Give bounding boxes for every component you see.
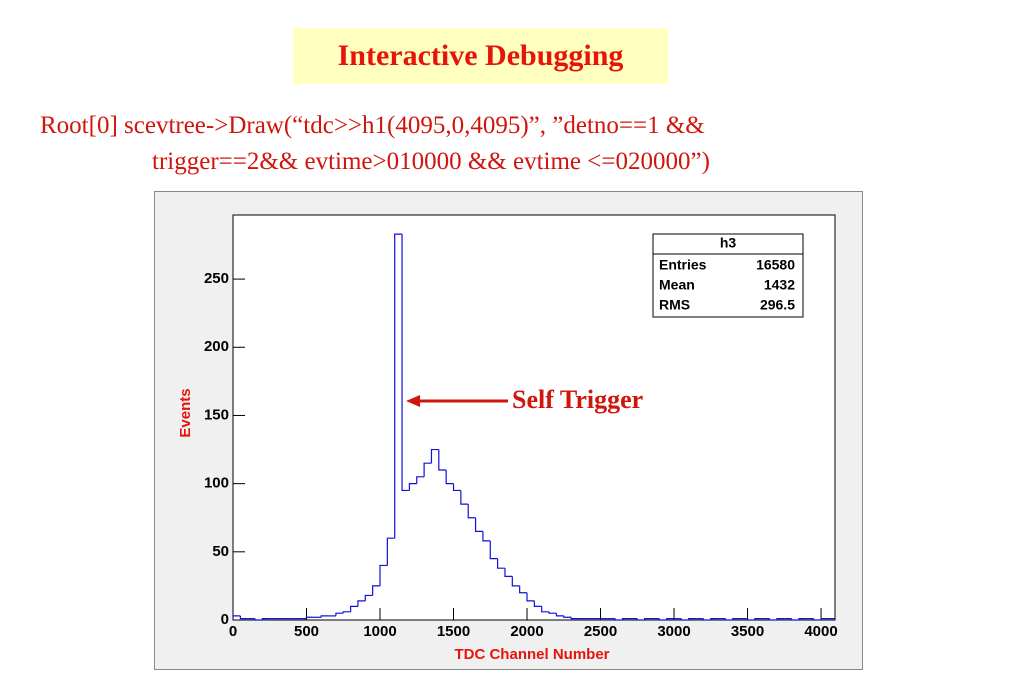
- histogram-bin: [732, 618, 741, 620]
- histogram-bin: [416, 476, 425, 484]
- stats-name: h3: [720, 235, 737, 251]
- histogram-bin: [555, 613, 564, 617]
- histogram-bin: [548, 611, 557, 614]
- stats-value: 296.5: [760, 297, 795, 313]
- histogram-bin: [776, 618, 785, 620]
- histogram-bin: [798, 618, 807, 620]
- histogram-bin: [350, 605, 358, 612]
- histogram-bin: [401, 234, 410, 492]
- histogram-bin: [511, 576, 520, 587]
- histogram-bin: [666, 618, 675, 620]
- histogram-bin: [232, 615, 241, 620]
- histogram-bin: [423, 462, 432, 477]
- command-line: trigger==2&& evtime>010000 && evtime <=0…: [152, 148, 710, 175]
- histogram-bin: [386, 537, 395, 566]
- stats-label: Entries: [659, 257, 707, 273]
- x-axis-label: TDC Channel Number: [454, 646, 609, 663]
- command-line: Root[0] scevtree->Draw(“tdc>>h1(4095,0,4…: [40, 112, 705, 139]
- histogram-bin: [636, 618, 645, 621]
- annotation-arrowhead: [406, 395, 420, 407]
- histogram-bin: [658, 618, 667, 621]
- stats-box: [652, 233, 804, 318]
- histogram-bin: [621, 618, 630, 620]
- histogram-bin: [445, 470, 454, 485]
- histogram-bin: [541, 606, 550, 613]
- histogram-bin: [820, 618, 829, 620]
- histogram-bin: [768, 618, 777, 621]
- stats-value: 1432: [764, 277, 795, 293]
- histogram-bin: [688, 618, 697, 620]
- histogram-bin: [364, 594, 373, 601]
- x-tick-label: 2500: [584, 623, 617, 640]
- histogram-bin: [791, 618, 799, 621]
- histogram-bin: [570, 617, 579, 620]
- histogram-bin: [239, 615, 248, 620]
- x-tick-label: 500: [294, 623, 319, 640]
- histogram-bin: [467, 504, 476, 519]
- stats-value: 16580: [756, 257, 795, 273]
- histogram-bin: [320, 615, 329, 618]
- histogram-bin: [644, 618, 652, 620]
- histogram-bin: [430, 448, 439, 464]
- y-tick-label: 0: [221, 611, 229, 628]
- histogram-bin: [504, 568, 513, 577]
- y-tick-label: 250: [204, 270, 229, 287]
- histogram-bin: [379, 564, 388, 586]
- histogram-bin: [519, 585, 528, 594]
- x-tick-label: 3000: [657, 623, 690, 640]
- x-tick-label: 0: [229, 623, 237, 640]
- histogram-bin: [563, 615, 572, 618]
- histogram-bin: [305, 616, 314, 619]
- histogram-bin: [614, 618, 623, 621]
- histogram-bin: [342, 611, 351, 614]
- x-tick-label: 3500: [731, 623, 764, 640]
- histogram-bin: [254, 618, 263, 621]
- histogram-bin: [526, 592, 535, 602]
- x-tick-label: 1000: [363, 623, 396, 640]
- stats-label: Mean: [659, 277, 695, 293]
- stats-label: RMS: [659, 297, 690, 313]
- histogram-bin: [497, 558, 505, 569]
- histogram-bin: [474, 517, 483, 532]
- y-tick-label: 150: [204, 406, 229, 423]
- histogram-bin: [372, 585, 381, 596]
- histogram-bin: [438, 449, 447, 471]
- x-tick-label: 2000: [510, 623, 543, 640]
- histogram-bin: [710, 618, 719, 620]
- y-tick-label: 200: [204, 338, 229, 355]
- histogram-bin: [357, 600, 366, 607]
- histogram-bin: [724, 618, 733, 621]
- histogram-bin: [460, 490, 469, 505]
- histogram-bin: [746, 618, 755, 621]
- slide-title: Interactive Debugging: [293, 28, 668, 84]
- histogram-bin: [452, 483, 461, 492]
- histogram-bin: [408, 483, 417, 491]
- histogram-bin: [335, 612, 344, 616]
- histogram-bin: [702, 618, 711, 621]
- histogram-bin: [754, 618, 763, 620]
- x-tick-label: 4000: [804, 623, 837, 640]
- histogram-bin: [261, 618, 270, 620]
- histogram-bin: [489, 540, 498, 560]
- histogram-bin: [394, 233, 403, 539]
- histogram-bin: [482, 531, 491, 542]
- y-axis-label: Events: [177, 388, 194, 437]
- annotation: Self Trigger: [512, 385, 643, 414]
- histogram-bin: [680, 618, 689, 621]
- y-tick-label: 100: [204, 475, 229, 492]
- y-tick-label: 50: [212, 543, 229, 560]
- histogram-bin: [813, 618, 822, 621]
- histogram-bin: [533, 600, 542, 607]
- x-tick-label: 1500: [437, 623, 470, 640]
